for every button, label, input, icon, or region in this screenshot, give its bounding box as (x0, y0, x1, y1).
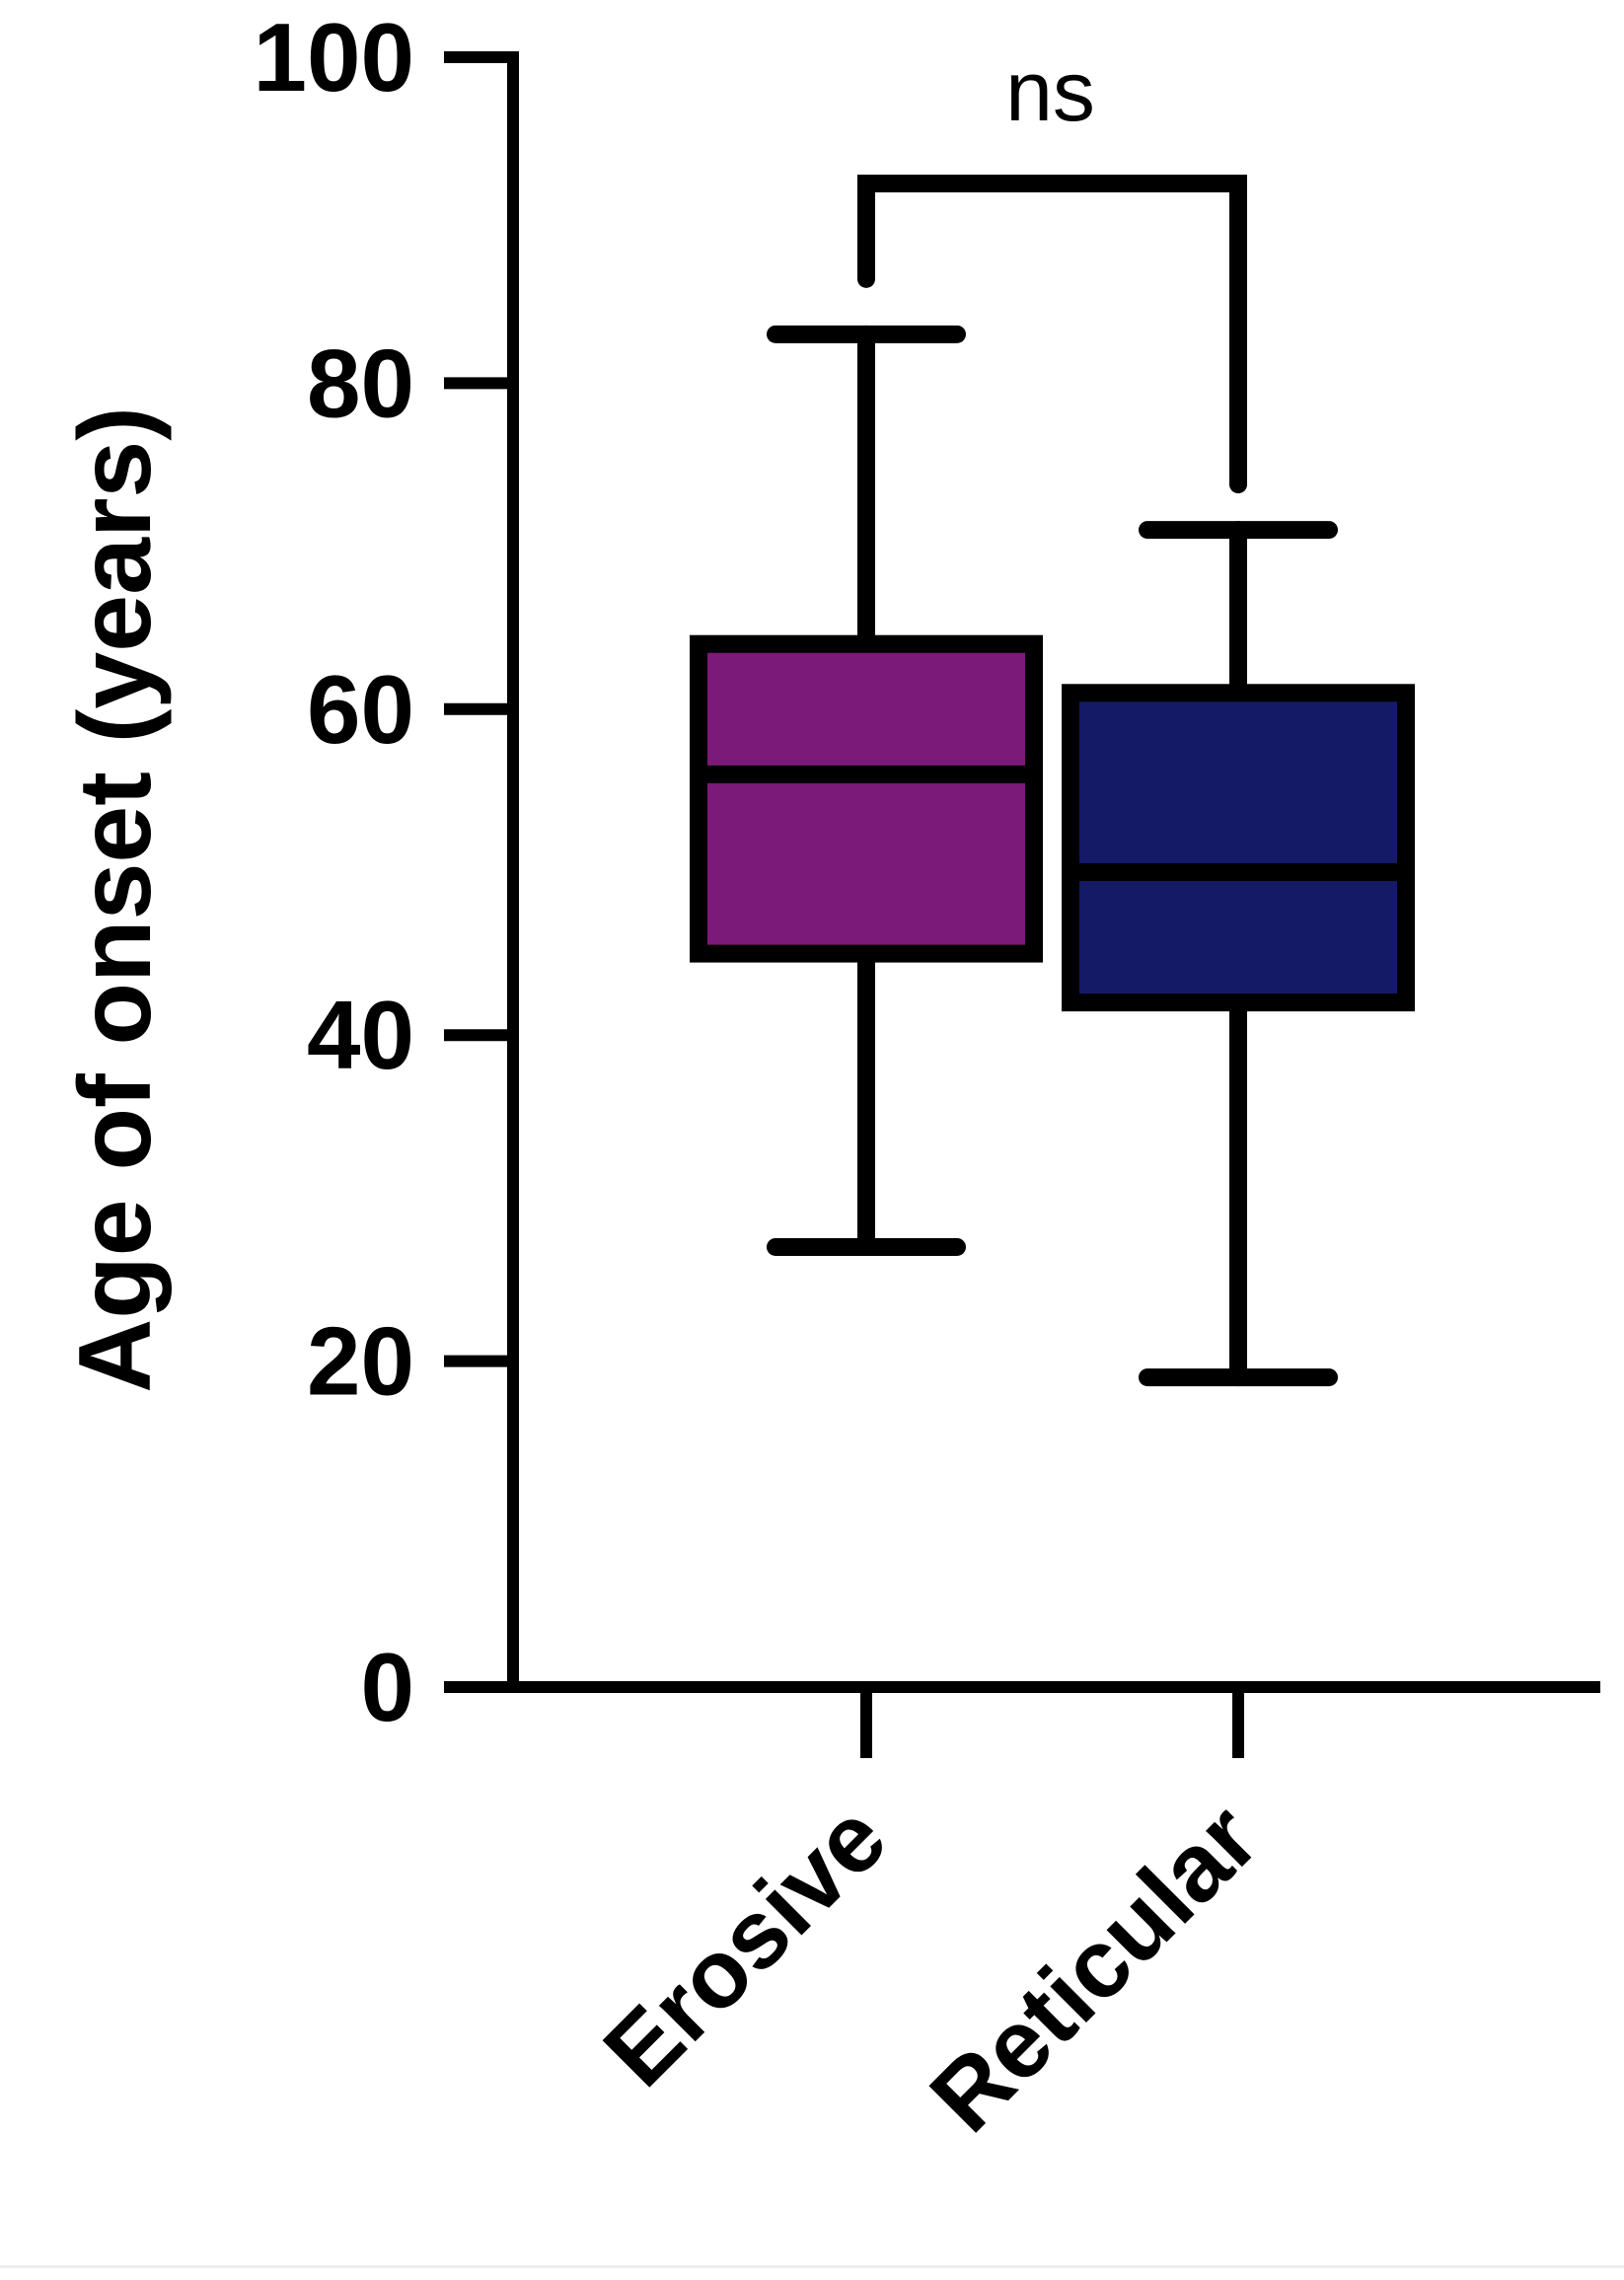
y-tick-label: 40 (307, 981, 414, 1089)
iqr-box (690, 634, 1043, 963)
box-reticular (1062, 521, 1415, 1387)
y-tick-label: 80 (307, 329, 414, 437)
y-tick-label: 20 (307, 1307, 414, 1416)
y-tick-label: 60 (307, 655, 414, 764)
y-tick-label: 100 (253, 3, 414, 111)
axes: 0 20 40 60 80 100 Erosive Reticular (253, 3, 1600, 2152)
boxes (690, 325, 1415, 1387)
iqr-box (1062, 684, 1415, 1012)
significance-label: ns (1005, 44, 1095, 139)
x-tick-label-reticular: Reticular (910, 1783, 1279, 2152)
y-axis-label: Age of onset (years) (58, 406, 173, 1393)
bracket-line (857, 175, 1247, 494)
x-tick-label-erosive: Erosive (583, 1783, 907, 2106)
y-tick-label: 0 (360, 1633, 414, 1741)
box-erosive (690, 325, 1043, 1256)
bottom-divider (0, 2265, 1624, 2268)
significance-bracket: ns (857, 44, 1247, 494)
annotations: ns (857, 44, 1247, 494)
